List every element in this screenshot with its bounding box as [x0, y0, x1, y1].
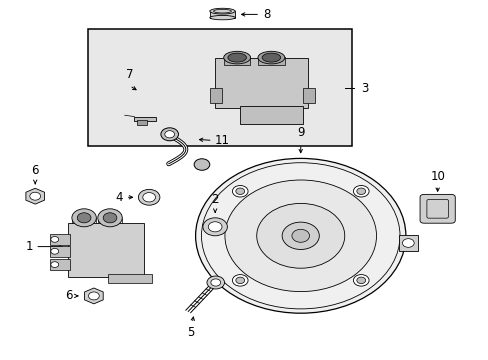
Bar: [210, 88, 222, 103]
Circle shape: [208, 222, 222, 232]
Text: 4: 4: [116, 191, 123, 204]
Circle shape: [353, 185, 368, 197]
Bar: [258, 57, 284, 65]
Text: 3: 3: [360, 82, 367, 95]
Bar: [50, 246, 70, 257]
Circle shape: [291, 229, 309, 242]
Bar: [215, 58, 307, 108]
Circle shape: [235, 188, 244, 194]
Bar: [50, 259, 70, 270]
Text: 11: 11: [215, 134, 230, 147]
Circle shape: [235, 277, 244, 284]
Text: 9: 9: [296, 126, 304, 139]
Text: 10: 10: [429, 170, 444, 183]
Circle shape: [256, 203, 344, 268]
Circle shape: [103, 213, 117, 223]
Bar: [50, 234, 70, 245]
Bar: [107, 274, 151, 283]
Circle shape: [164, 131, 174, 138]
Text: 6: 6: [31, 165, 39, 177]
Circle shape: [88, 292, 99, 300]
Bar: [239, 106, 303, 124]
Circle shape: [142, 193, 155, 202]
Ellipse shape: [262, 53, 280, 62]
Bar: [209, 11, 235, 18]
Circle shape: [206, 276, 224, 289]
Circle shape: [232, 185, 247, 197]
Polygon shape: [84, 288, 103, 304]
Bar: [303, 88, 315, 103]
FancyBboxPatch shape: [419, 194, 454, 223]
Circle shape: [77, 213, 91, 223]
Circle shape: [203, 218, 227, 236]
Bar: [88, 29, 351, 146]
Circle shape: [98, 209, 122, 227]
Text: 1: 1: [25, 240, 33, 253]
Bar: [224, 57, 250, 65]
Circle shape: [210, 279, 220, 286]
Text: 7: 7: [125, 68, 133, 81]
Circle shape: [51, 248, 59, 254]
Bar: [134, 117, 156, 121]
Ellipse shape: [227, 53, 246, 62]
Text: 6: 6: [65, 289, 72, 302]
Circle shape: [224, 180, 376, 292]
Circle shape: [402, 239, 413, 247]
Text: 8: 8: [263, 8, 270, 21]
Polygon shape: [26, 188, 44, 204]
Circle shape: [356, 277, 365, 284]
Bar: [137, 120, 146, 125]
Circle shape: [194, 159, 209, 170]
Ellipse shape: [223, 51, 250, 64]
Circle shape: [353, 275, 368, 286]
Text: 5: 5: [186, 326, 194, 339]
Text: 2: 2: [211, 193, 219, 206]
Circle shape: [51, 262, 59, 267]
Circle shape: [161, 128, 178, 141]
Circle shape: [72, 209, 96, 227]
Circle shape: [356, 188, 365, 194]
Circle shape: [30, 192, 41, 200]
Circle shape: [138, 189, 160, 205]
Ellipse shape: [209, 15, 235, 20]
Ellipse shape: [209, 8, 235, 14]
Circle shape: [282, 222, 319, 249]
Circle shape: [51, 237, 59, 242]
Bar: [398, 235, 417, 251]
Circle shape: [195, 158, 405, 313]
Bar: [68, 223, 144, 277]
Circle shape: [232, 275, 247, 286]
Ellipse shape: [258, 51, 284, 64]
